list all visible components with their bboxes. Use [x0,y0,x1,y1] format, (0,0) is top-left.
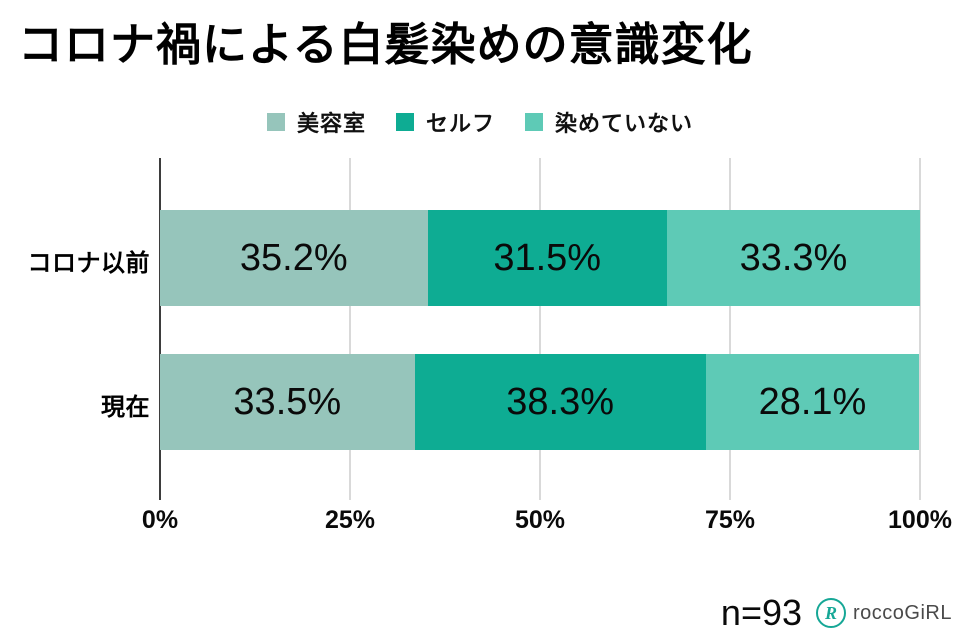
bar-row-0: 35.2% 31.5% 33.3% [160,210,920,306]
gridline [919,158,921,500]
data-label: 31.5% [493,236,602,279]
legend-item-2: 染めていない [525,106,693,138]
bar-segment: 28.1% [705,354,920,450]
y-axis-line [159,158,161,500]
chart-footer: n=93 R roccoGiRL [721,592,952,634]
legend-swatch-icon [266,113,285,131]
y-category-label: 現在 [101,394,150,421]
legend-item-0: 美容室 [266,106,366,138]
legend-label: セルフ [425,111,495,136]
legend-swatch-icon [395,113,414,131]
legend-label: 染めていない [555,111,694,136]
data-label: 35.2% [239,236,348,279]
brand-logo-icon: R [816,598,847,628]
chart-legend: 美容室 セルフ 染めていない [0,106,960,138]
gridline [729,158,731,500]
data-label: 33.5% [233,380,342,423]
bar-segment: 33.3% [666,210,920,306]
x-tick-label: 50% [514,506,566,534]
x-tick-label: 0% [141,506,179,534]
data-label: 33.3% [739,236,848,279]
legend-item-1: セルフ [395,106,495,138]
x-tick-label: 75% [704,506,756,534]
y-category-label: コロナ以前 [27,250,150,277]
legend-swatch-icon [525,113,543,131]
sample-size: n=93 [720,592,803,633]
gridline [349,158,351,500]
bar-segment: 31.5% [427,210,667,306]
bar-row-1: 33.5% 38.3% 28.1% [160,354,920,450]
legend-label: 美容室 [296,111,366,136]
data-label: 38.3% [506,380,614,423]
data-label: 28.1% [758,380,867,423]
chart-title: コロナ禍による白髪染めの意識変化 [18,19,753,70]
bar-segment: 35.2% [160,210,428,306]
brand-name: roccoGiRL [853,601,952,624]
x-tick-label: 100% [888,506,952,534]
gridline [539,158,541,500]
x-tick-label: 25% [324,506,376,534]
bar-segment: 38.3% [414,354,706,450]
brand-logo: R roccoGiRL [816,598,952,628]
bar-segment: 33.5% [160,354,415,450]
